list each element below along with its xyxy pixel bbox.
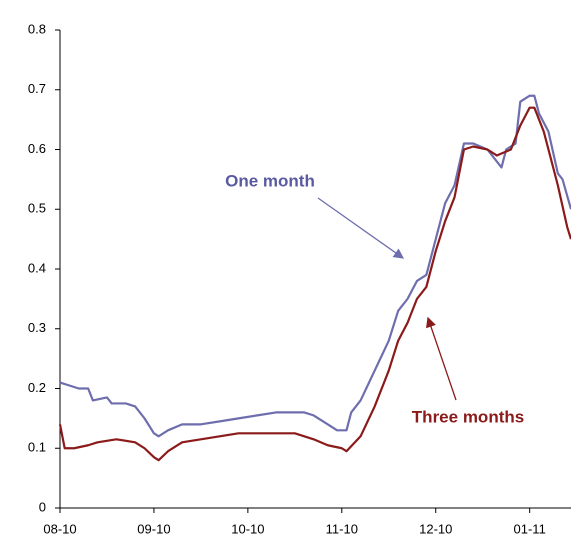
y-tick-label: 0.2 xyxy=(28,380,46,395)
y-tick-label: 0.3 xyxy=(28,320,46,335)
annotation: Three months xyxy=(412,407,524,426)
y-tick-label: 0.5 xyxy=(28,201,46,216)
x-tick-label: 08-10 xyxy=(43,521,76,536)
y-tick-label: 0.6 xyxy=(28,141,46,156)
series-line xyxy=(58,106,571,462)
series-line xyxy=(59,94,571,438)
y-tick-label: 0.8 xyxy=(28,21,46,36)
y-tick-label: 0 xyxy=(39,499,46,514)
y-tick-label: 0.1 xyxy=(28,440,46,455)
y-tick-label: 0.4 xyxy=(28,260,46,275)
x-tick-label: 01-11 xyxy=(514,521,546,536)
arrow xyxy=(317,197,405,259)
arrow xyxy=(426,316,457,401)
x-tick-label: 10-10 xyxy=(231,521,264,536)
annotation: One month xyxy=(225,171,315,190)
y-tick-label: 0.7 xyxy=(28,81,46,96)
x-tick-label: 12-10 xyxy=(419,521,452,536)
x-tick-label: 11-10 xyxy=(326,521,358,536)
x-tick-label: 09-10 xyxy=(137,521,170,536)
